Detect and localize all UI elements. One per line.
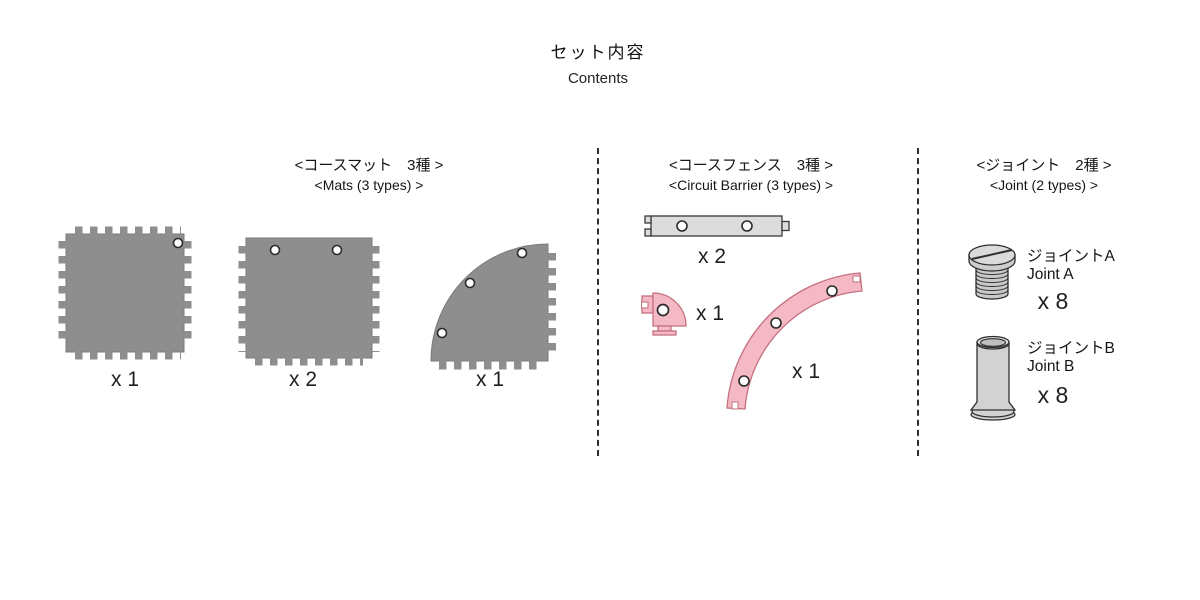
section-header-joints: <ジョイント 2種 > <Joint (2 types) > <box>924 156 1164 195</box>
mat3-quantity: x 1 <box>475 368 504 391</box>
joint-b-label-jp: ジョイントB <box>1027 340 1115 357</box>
joint-b-label-en: Joint B <box>1027 358 1075 375</box>
joints-header-en: <Joint (2 types) > <box>989 177 1099 193</box>
joints-header-jp: <ジョイント 2種 > <box>976 157 1112 174</box>
section-divider-2 <box>917 148 919 456</box>
mats-header-jp: <コースマット 3種 > <box>294 157 444 174</box>
section-header-barriers: <コースフェンス 3種 > <Circuit Barrier (3 types)… <box>620 156 882 195</box>
barriers-header-jp: <コースフェンス 3種 > <box>669 157 833 174</box>
square-mat-full-teeth-icon <box>58 226 192 360</box>
straight-barrier-icon <box>644 215 790 237</box>
mounting-hole <box>676 220 688 232</box>
mounting-hole <box>436 327 448 339</box>
mounting-hole <box>656 303 670 317</box>
quarter-circle-mat-icon <box>430 243 556 370</box>
mounting-hole <box>172 237 184 249</box>
joint-b-quantity: x 8 <box>1037 382 1069 408</box>
section-header-mats: <コースマット 3種 > <Mats (3 types) > <box>238 156 500 195</box>
mounting-hole <box>741 220 753 232</box>
page-title: セット内容 Contents <box>448 38 748 87</box>
joint-a-label-jp: ジョイントA <box>1027 248 1115 265</box>
joint-a-label-en: Joint A <box>1027 266 1074 283</box>
mounting-hole <box>331 244 343 256</box>
mats-header-en: <Mats (3 types) > <box>314 177 424 193</box>
joint-a-icon <box>968 244 1016 300</box>
curved-barrier-quantity: x 1 <box>791 360 820 383</box>
mounting-hole <box>464 277 476 289</box>
title-english: Contents <box>567 70 629 87</box>
mounting-hole <box>269 244 281 256</box>
mounting-hole <box>516 247 528 259</box>
corner-barrier-icon <box>641 292 687 336</box>
mat1-quantity: x 1 <box>110 368 139 391</box>
curved-barrier-icon <box>726 272 863 410</box>
section-divider-1 <box>597 148 599 456</box>
mat2-quantity: x 2 <box>288 368 317 391</box>
square-mat-straight-top-icon <box>238 237 380 366</box>
title-japanese: セット内容 <box>550 43 646 62</box>
mounting-hole <box>770 317 782 329</box>
straight-barrier-quantity: x 2 <box>697 245 726 268</box>
barriers-header-en: <Circuit Barrier (3 types) > <box>668 177 834 193</box>
mounting-hole <box>738 375 750 387</box>
joint-b-icon <box>969 335 1017 421</box>
mounting-hole <box>826 285 838 297</box>
corner-barrier-quantity: x 1 <box>695 302 724 325</box>
joint-a-quantity: x 8 <box>1037 288 1069 314</box>
